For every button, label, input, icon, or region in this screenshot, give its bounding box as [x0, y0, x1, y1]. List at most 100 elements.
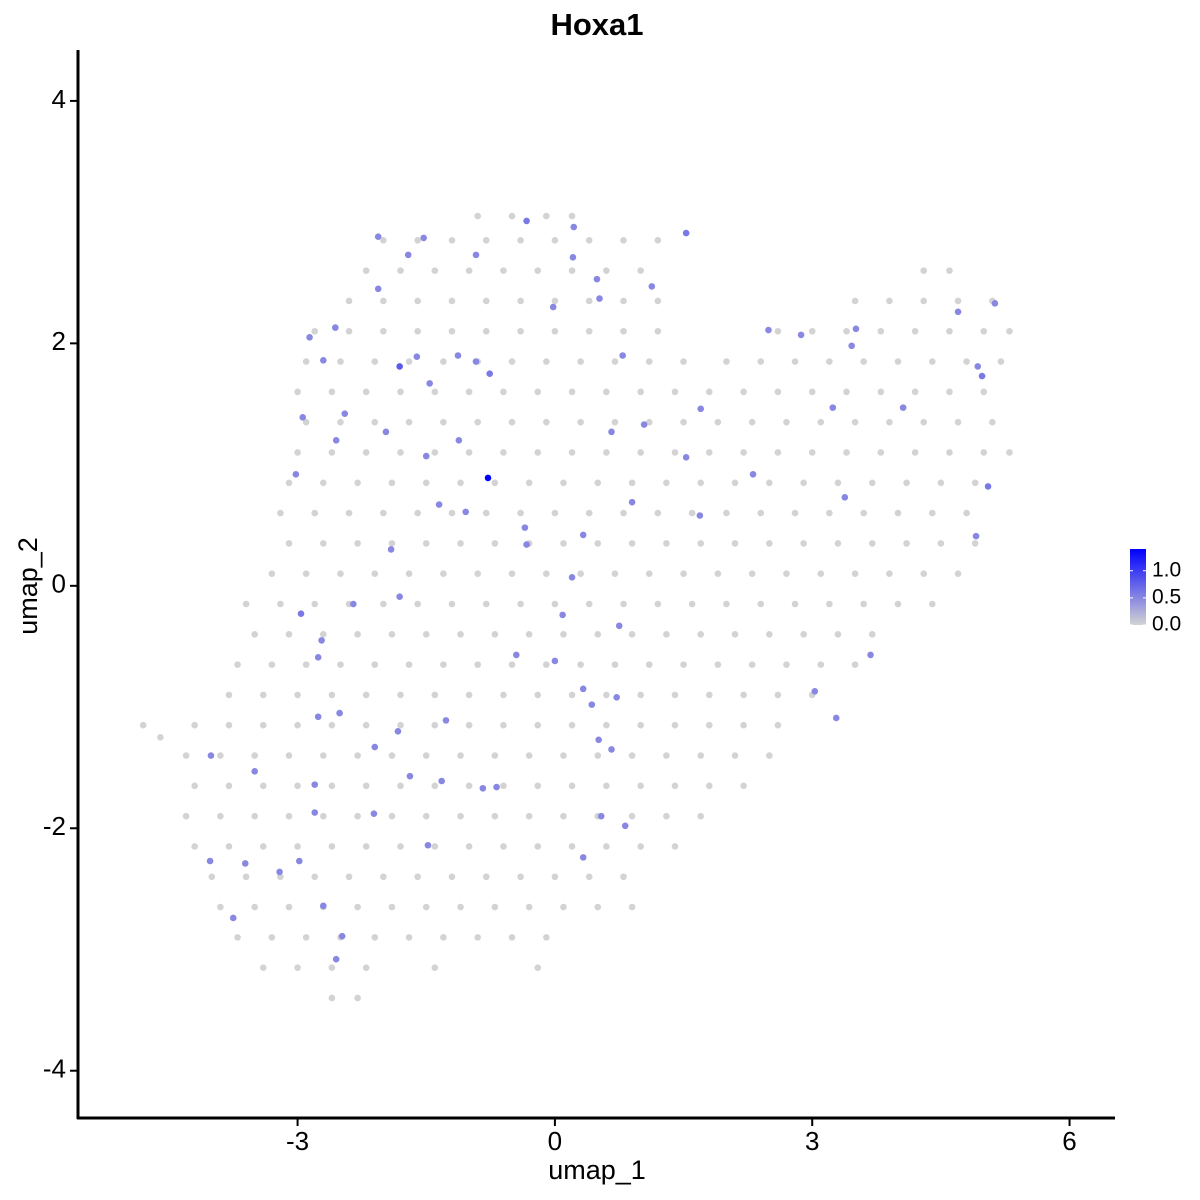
- cell-point: [448, 873, 456, 881]
- cell-point: [217, 812, 224, 820]
- cell-point: [500, 721, 507, 729]
- cell-point: [440, 418, 447, 426]
- cell-point: [560, 540, 567, 547]
- cell-point: [920, 418, 928, 426]
- cell-point: [500, 843, 507, 850]
- cell-point: [568, 388, 576, 396]
- cell-point: [508, 661, 516, 668]
- cell-point: [292, 470, 300, 478]
- cell-point: [320, 902, 327, 910]
- cell-point: [588, 701, 596, 708]
- cell-point: [397, 782, 404, 790]
- cell-point: [568, 449, 576, 456]
- cell-point: [440, 570, 447, 577]
- cell-point: [345, 327, 353, 335]
- cell-point: [774, 449, 782, 456]
- cell-point: [465, 267, 473, 274]
- cell-point: [440, 358, 447, 365]
- cell-point: [337, 570, 344, 577]
- cell-point: [405, 570, 413, 577]
- cell-point: [362, 964, 370, 971]
- cell-point: [431, 721, 439, 729]
- cell-point: [663, 812, 670, 820]
- cell-point: [637, 388, 644, 396]
- cell-point: [568, 691, 576, 699]
- cell-point: [523, 541, 530, 548]
- cell-point: [354, 540, 361, 547]
- cell-point: [182, 752, 190, 759]
- cell-point: [868, 540, 876, 547]
- cell-point: [800, 540, 807, 547]
- cell-point: [577, 661, 584, 668]
- cell-point: [457, 540, 464, 547]
- cell-point: [513, 651, 520, 659]
- cell-point: [517, 873, 524, 881]
- cell-point: [551, 327, 559, 335]
- cell-point: [362, 721, 370, 729]
- cell-point: [465, 843, 473, 850]
- cell-point: [534, 843, 542, 850]
- cell-point: [868, 479, 876, 487]
- cell-point: [431, 449, 439, 456]
- cell-point: [867, 651, 874, 659]
- cell-point: [517, 237, 524, 244]
- cell-point: [594, 540, 602, 547]
- cell-point: [414, 327, 421, 335]
- cell-point: [723, 509, 730, 517]
- cell-point: [320, 540, 327, 547]
- cell-point: [517, 600, 524, 608]
- cell-point: [980, 449, 988, 456]
- cell-point: [705, 782, 713, 790]
- cell-point: [380, 509, 387, 517]
- x-tick-label: 0: [548, 1126, 562, 1156]
- cell-point: [387, 546, 395, 553]
- cell-point: [894, 358, 902, 365]
- cell-point: [259, 721, 267, 729]
- cell-point: [534, 691, 542, 699]
- cell-point: [568, 843, 576, 850]
- cell-point: [525, 631, 533, 638]
- cell-point: [577, 418, 584, 426]
- cell-point: [620, 237, 627, 244]
- cell-point: [420, 234, 427, 242]
- cell-point: [500, 267, 507, 274]
- cell-point: [800, 479, 807, 487]
- cell-point: [740, 782, 747, 790]
- cell-point: [551, 237, 559, 244]
- cell-point: [603, 843, 610, 850]
- y-tick-label: -4: [43, 1054, 66, 1084]
- cell-point: [560, 631, 567, 638]
- cell-point: [817, 418, 825, 426]
- cell-point: [405, 661, 413, 668]
- cell-point: [457, 479, 464, 487]
- cell-point: [328, 994, 336, 1002]
- cell-point: [543, 570, 550, 577]
- cell-point: [577, 570, 584, 577]
- cell-point: [860, 358, 867, 365]
- cell-point: [757, 509, 765, 517]
- cell-point: [302, 570, 310, 577]
- cell-point: [620, 297, 627, 305]
- chart-title: Hoxa1: [550, 7, 643, 42]
- y-tick-label: 0: [52, 569, 66, 599]
- cell-point: [191, 782, 198, 790]
- cell-point: [362, 267, 370, 274]
- cell-point: [397, 721, 404, 729]
- cell-point: [517, 297, 524, 305]
- cell-point: [362, 691, 370, 699]
- x-tick-label: -3: [286, 1126, 309, 1156]
- cell-point: [362, 449, 370, 456]
- cell-point: [929, 509, 936, 517]
- cell-point: [251, 812, 258, 820]
- cell-point: [783, 418, 790, 426]
- cell-point: [766, 479, 773, 487]
- cell-point: [808, 449, 816, 456]
- cell-point: [688, 509, 696, 517]
- cell-point: [404, 251, 412, 259]
- cell-point: [534, 388, 542, 396]
- cell-point: [954, 308, 962, 316]
- cell-point: [971, 540, 979, 547]
- cell-point: [338, 932, 346, 940]
- cell-point: [486, 370, 494, 377]
